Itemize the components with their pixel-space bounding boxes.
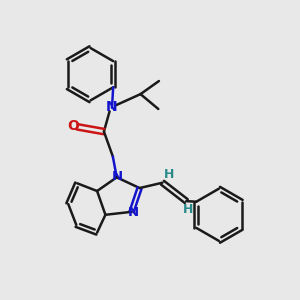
Text: O: O (68, 118, 79, 133)
Text: H: H (164, 168, 174, 181)
Text: H: H (183, 203, 193, 216)
Text: N: N (106, 100, 118, 114)
Text: N: N (112, 170, 123, 183)
Text: N: N (128, 206, 139, 219)
